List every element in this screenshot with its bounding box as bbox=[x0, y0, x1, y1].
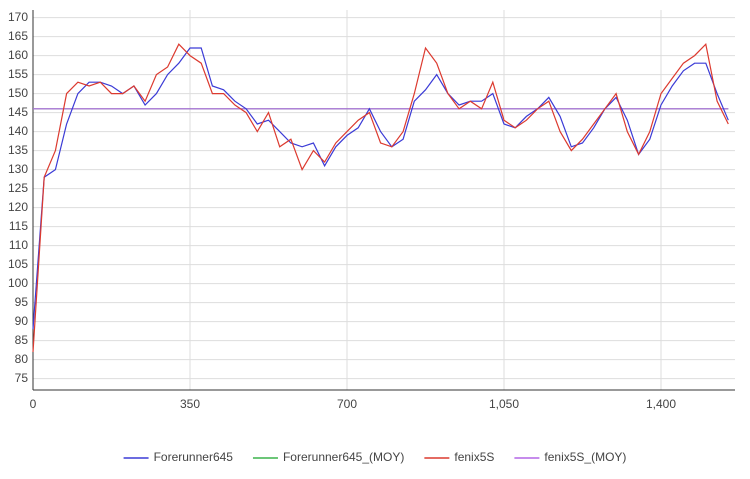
y-tick-label: 145 bbox=[8, 105, 28, 119]
y-tick-label: 130 bbox=[8, 162, 28, 176]
series-line bbox=[32, 47, 729, 330]
y-tick-label: 75 bbox=[15, 371, 29, 385]
x-tick-label: 0 bbox=[30, 397, 37, 411]
x-tick-label: 1,400 bbox=[646, 397, 676, 411]
y-tick-label: 160 bbox=[8, 48, 28, 62]
y-tick-label: 115 bbox=[9, 219, 28, 233]
legend-label: Forerunner645_(MOY) bbox=[283, 450, 404, 464]
y-tick-label: 95 bbox=[15, 295, 29, 309]
y-tick-label: 150 bbox=[8, 86, 28, 100]
legend-label: fenix5S bbox=[454, 450, 494, 464]
x-tick-label: 700 bbox=[337, 397, 357, 411]
y-tick-label: 80 bbox=[15, 352, 29, 366]
y-tick-label: 155 bbox=[8, 67, 28, 81]
y-tick-label: 140 bbox=[8, 124, 28, 138]
legend-label: fenix5S_(MOY) bbox=[544, 450, 626, 464]
y-tick-label: 170 bbox=[8, 10, 28, 24]
y-tick-label: 125 bbox=[8, 181, 28, 195]
y-tick-label: 120 bbox=[8, 200, 28, 214]
y-tick-label: 135 bbox=[8, 143, 28, 157]
x-tick-label: 350 bbox=[180, 397, 200, 411]
series-line bbox=[32, 42, 729, 353]
y-tick-label: 85 bbox=[15, 333, 29, 347]
y-tick-label: 105 bbox=[8, 257, 28, 271]
legend-label: Forerunner645 bbox=[154, 450, 234, 464]
x-tick-label: 1,050 bbox=[489, 397, 519, 411]
y-tick-label: 165 bbox=[8, 29, 28, 43]
y-tick-label: 100 bbox=[8, 276, 28, 290]
y-tick-label: 110 bbox=[9, 238, 28, 252]
y-tick-label: 90 bbox=[15, 314, 29, 328]
